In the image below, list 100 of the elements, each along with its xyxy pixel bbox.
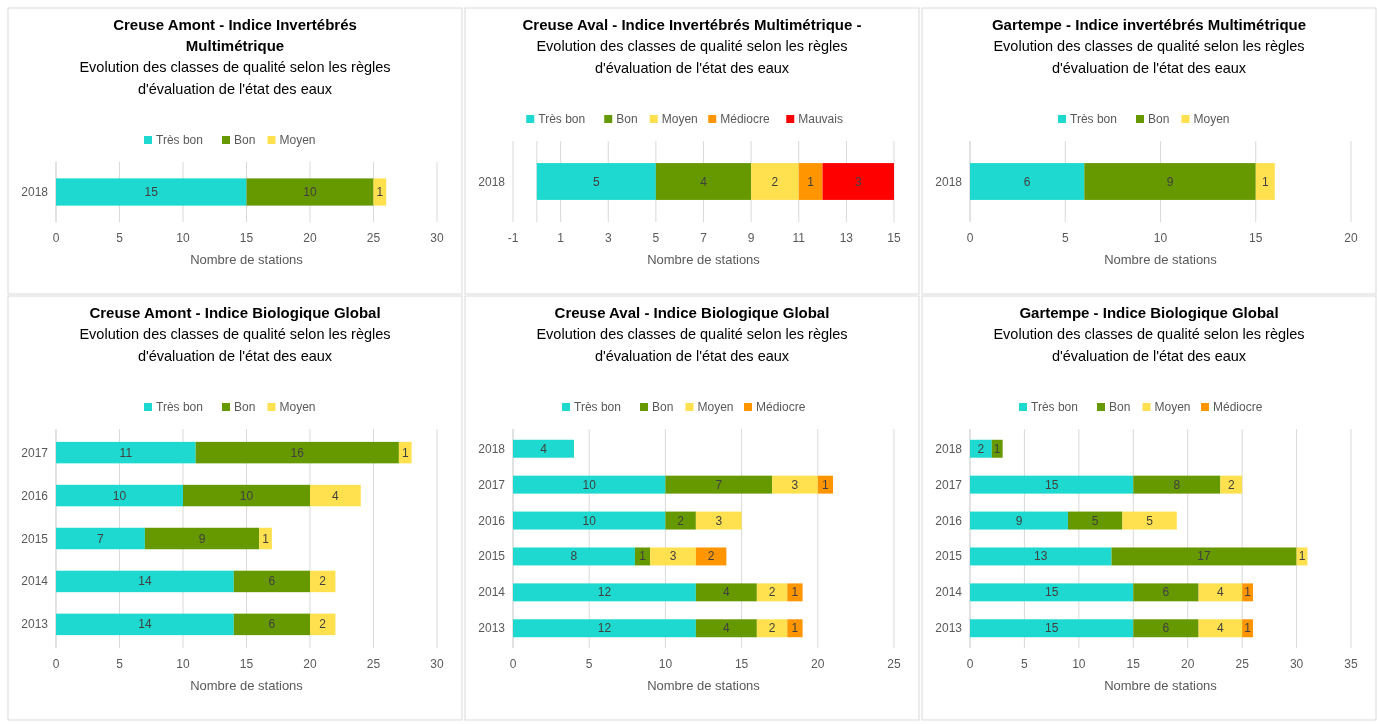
- y-tick-label: 2018: [935, 441, 963, 456]
- bar: [56, 441, 196, 464]
- data-label: 1: [993, 441, 1001, 456]
- y-tick-label: 2014: [21, 574, 49, 589]
- bar: [195, 441, 399, 464]
- x-tick-label: 15: [734, 657, 749, 671]
- bar: [1111, 547, 1297, 566]
- x-tick-label: 20: [303, 657, 317, 671]
- bar: [513, 511, 666, 530]
- x-tick-label: 10: [176, 657, 190, 671]
- x-tick-label: 5: [1021, 657, 1029, 671]
- x-tick-label: 0: [966, 657, 974, 671]
- legend-label: Bon: [234, 400, 256, 414]
- legend-label: Bon: [652, 400, 674, 414]
- bar: [970, 511, 1068, 530]
- bar: [1084, 163, 1256, 200]
- bar: [1122, 511, 1177, 530]
- data-label: 8: [1173, 477, 1181, 492]
- data-label: 2: [677, 513, 685, 528]
- legend-label: Très bon: [1031, 400, 1078, 414]
- data-label: 9: [1015, 513, 1023, 528]
- x-tick-label: 20: [1181, 657, 1195, 671]
- bar: [513, 547, 635, 566]
- data-label: 4: [1217, 621, 1225, 636]
- bar: [1133, 583, 1199, 602]
- data-label: 6: [1023, 174, 1031, 189]
- bar: [695, 619, 757, 638]
- x-tick-label: 20: [1344, 231, 1358, 245]
- data-label: 5: [1146, 513, 1154, 528]
- data-label: 3: [791, 477, 799, 492]
- bar: [56, 570, 234, 593]
- x-tick-label: 9: [747, 231, 755, 245]
- data-label: 2: [768, 621, 776, 636]
- legend-label: Très bon: [538, 112, 586, 126]
- data-label: 6: [1162, 621, 1170, 636]
- data-label: 6: [268, 574, 276, 589]
- chart-subtitle: Evolution des classes de qualité selon les règles d'évaluation de l'état des eaux: [993, 38, 1305, 76]
- x-tick-label: 0: [966, 231, 974, 245]
- data-label: 1: [1244, 585, 1252, 600]
- data-label: 2: [768, 585, 776, 600]
- x-tick-label: 5: [1061, 231, 1069, 245]
- y-tick-label: 2017: [935, 477, 963, 492]
- data-label: 1: [791, 585, 799, 600]
- bar: [970, 439, 992, 458]
- legend-label: Moyen: [1154, 400, 1191, 414]
- data-label: 1: [401, 445, 409, 460]
- y-tick-label: 2016: [21, 488, 49, 503]
- bar: [56, 527, 145, 550]
- data-label: 14: [138, 617, 152, 632]
- legend-label: Moyen: [279, 400, 316, 414]
- data-label: 2: [707, 549, 715, 564]
- legend-label: Moyen: [1193, 112, 1230, 126]
- chart-title: Creuse Aval - Indice Invertébrés Multimétrique -: [522, 16, 862, 33]
- legend-label: Très bon: [156, 133, 203, 147]
- x-axis-title: Nombre de stations: [1104, 678, 1218, 693]
- chart-subtitle: Evolution des classes de qualité selon les règles d'évaluation de l'état des eaux: [993, 326, 1305, 364]
- x-tick-label: 15: [239, 231, 254, 245]
- y-tick-label: 2017: [478, 477, 506, 492]
- data-label: 4: [723, 621, 731, 636]
- data-label: 15: [1044, 585, 1059, 600]
- bar: [144, 527, 260, 550]
- bar: [822, 163, 894, 200]
- x-tick-label: 1: [557, 231, 565, 245]
- bar: [1198, 583, 1243, 602]
- x-tick-label: 25: [887, 657, 901, 671]
- x-tick-label: -1: [507, 231, 519, 245]
- data-label: 1: [791, 621, 799, 636]
- bar: [1255, 163, 1275, 200]
- bar: [310, 613, 336, 636]
- x-tick-label: 5: [116, 231, 124, 245]
- x-tick-label: 10: [658, 657, 673, 671]
- chart-subtitle: Evolution des classes de qualité selon les règles d'évaluation de l'état des eaux: [536, 38, 848, 76]
- data-label: 7: [715, 477, 723, 492]
- bar: [665, 511, 696, 530]
- bar: [56, 484, 183, 507]
- y-tick-label: 2015: [478, 549, 506, 564]
- legend-label: Moyen: [279, 133, 316, 147]
- bar: [398, 441, 412, 464]
- data-label: 10: [112, 488, 127, 503]
- bar: [751, 163, 799, 200]
- y-tick-label: 2018: [935, 174, 963, 189]
- x-tick-label: 7: [700, 231, 708, 245]
- x-tick-label: 5: [585, 657, 593, 671]
- chart-title: Creuse Aval - Indice Biologique Global: [554, 304, 830, 321]
- x-tick-label: 20: [303, 231, 317, 245]
- x-tick-label: 25: [366, 657, 381, 671]
- x-tick-label: 15: [887, 231, 901, 245]
- bar: [970, 547, 1112, 566]
- x-tick-label: 25: [1235, 657, 1250, 671]
- data-label: 1: [1244, 621, 1252, 636]
- bar: [695, 547, 727, 566]
- bar: [56, 178, 247, 206]
- bar: [233, 570, 310, 593]
- bar: [970, 583, 1134, 602]
- x-tick-label: 10: [1153, 231, 1168, 245]
- data-label: 2: [1227, 477, 1235, 492]
- bar: [310, 570, 336, 593]
- legend-label: Bon: [616, 112, 638, 126]
- bar: [536, 163, 656, 200]
- y-tick-label: 2014: [935, 585, 963, 600]
